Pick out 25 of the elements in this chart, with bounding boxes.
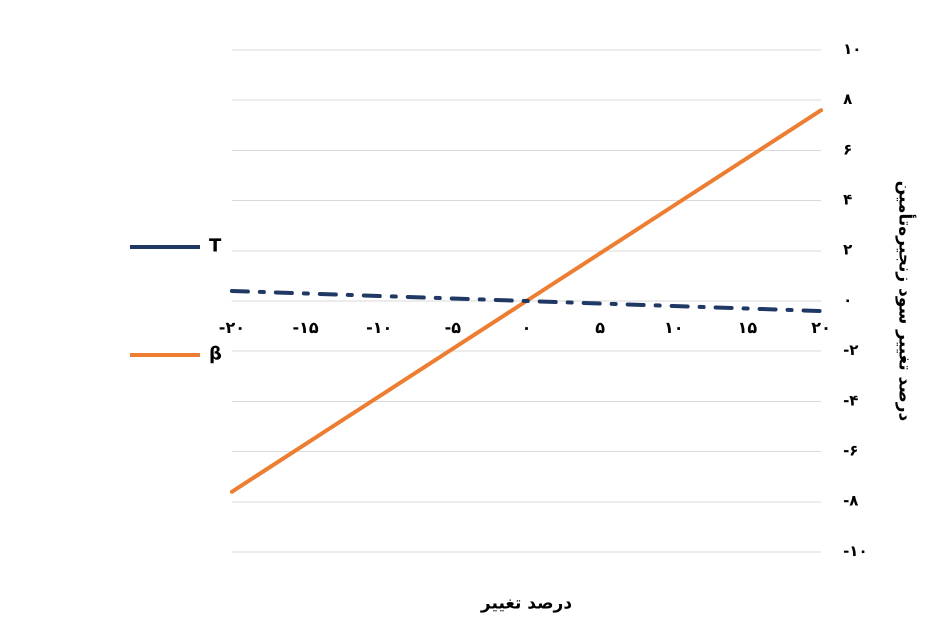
x-tick-label: -۵ <box>444 318 462 337</box>
y-tick-label: ۶ <box>843 140 852 158</box>
legend-label: T <box>209 236 222 257</box>
x-tick-label: ۵ <box>595 318 606 337</box>
x-axis-title: درصد تغییر <box>480 593 572 614</box>
x-tick-label: ۱۰ <box>664 318 684 337</box>
y-tick-label: ۰ <box>843 290 852 309</box>
line-series <box>230 288 824 314</box>
x-tick-label: ۰ <box>522 318 532 337</box>
x-tick-label: ۱۵ <box>738 318 758 337</box>
y-tick-label: ۲ <box>843 240 852 259</box>
y-tick-label: ۸ <box>843 90 852 108</box>
y-tick-label: ۱۰ <box>843 40 862 58</box>
y-tick-label: -۲ <box>843 341 858 360</box>
y-tick-label: ۴ <box>843 190 852 208</box>
y-tick-label: -۴ <box>843 391 858 410</box>
x-tick-label: -۲۰ <box>218 318 245 337</box>
y-tick-label: -۸ <box>843 492 858 510</box>
x-tick-label: -۱۵ <box>292 318 319 337</box>
legend-label: β <box>209 344 222 365</box>
x-tick-label: -۱۰ <box>366 318 392 337</box>
y-tick-label: -۱۰ <box>843 542 868 560</box>
x-tick-label: ۲۰ <box>811 318 831 337</box>
y-tick-label: -۶ <box>843 441 858 460</box>
y-axis-title: درصد تغییر سود زنجیره‌تأمین <box>894 180 916 422</box>
